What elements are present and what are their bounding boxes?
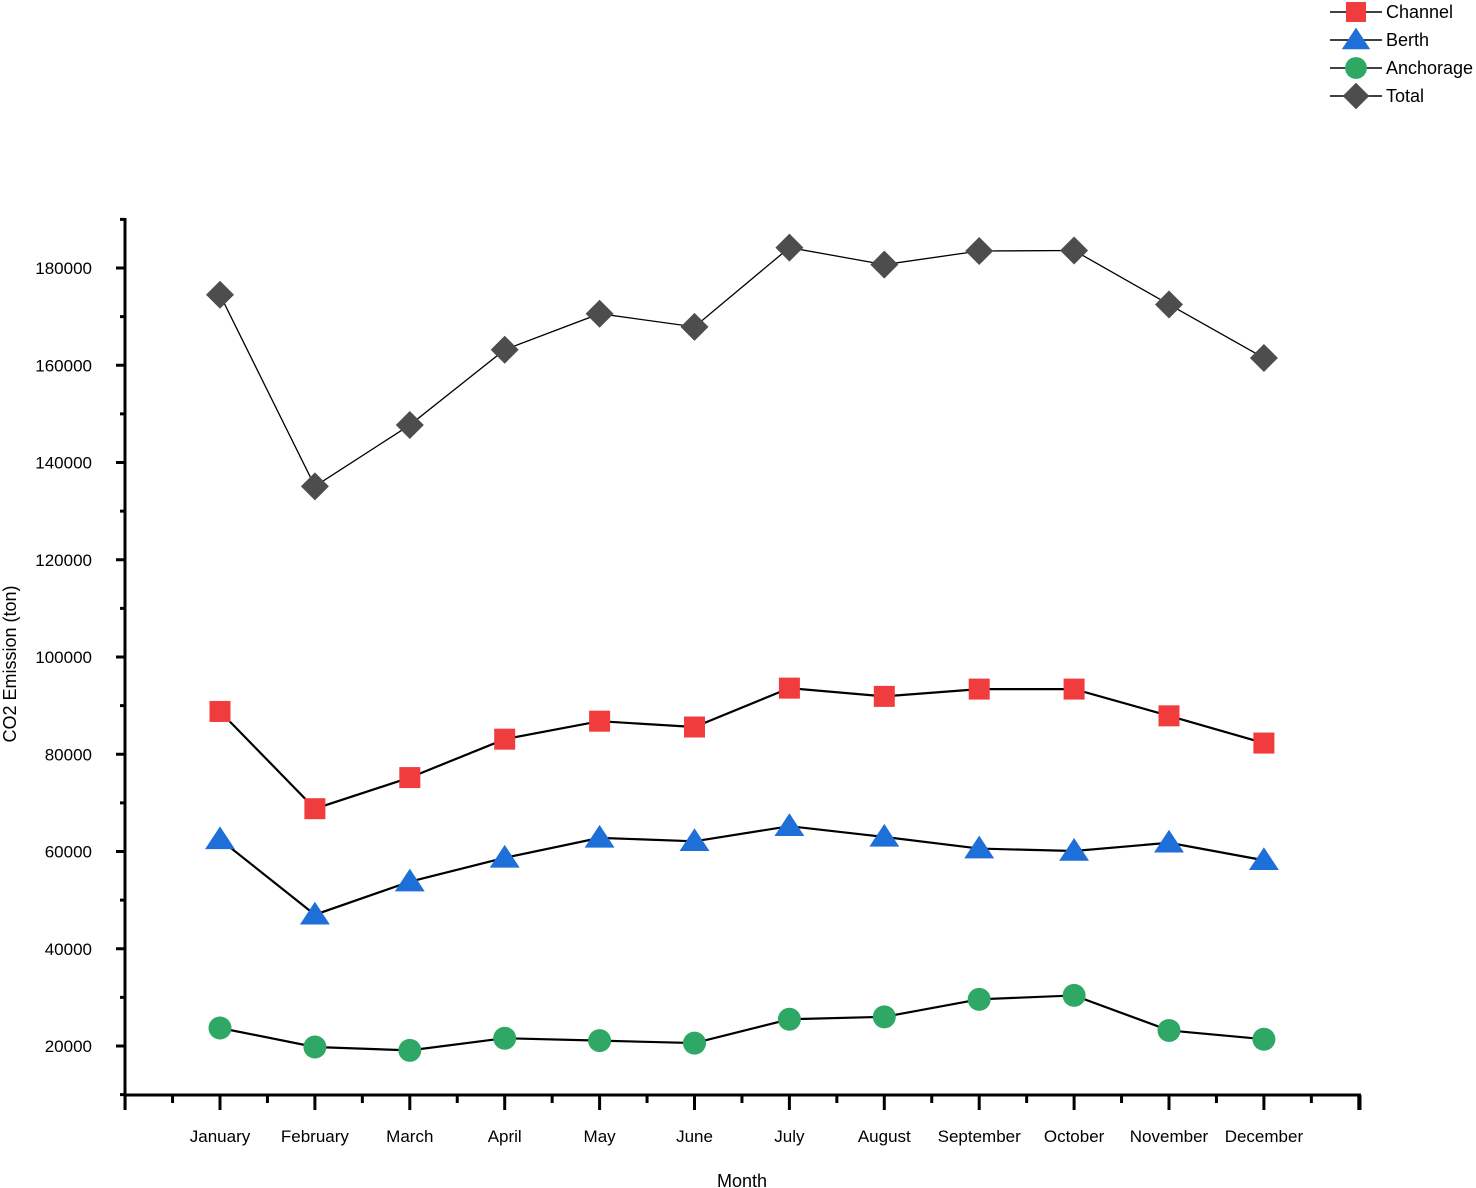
- point-circle: [1157, 1018, 1181, 1042]
- point-triangle: [1341, 27, 1371, 50]
- point-circle: [588, 1029, 612, 1053]
- series-anchorage: [208, 983, 1276, 1062]
- point-diamond: [680, 312, 709, 341]
- point-square: [494, 728, 516, 750]
- legend-item: Total: [1330, 82, 1424, 110]
- x-axis-title: Month: [717, 1171, 767, 1188]
- point-circle: [1252, 1027, 1276, 1051]
- y-tick-label: 20000: [45, 1037, 92, 1056]
- point-diamond: [1060, 236, 1089, 265]
- y-ticks: 20000 40000 60000 80000 100000 120000 140000 16…: [35, 217, 125, 1097]
- point-circle: [493, 1026, 517, 1050]
- legend-item: Anchorage: [1330, 57, 1473, 79]
- legend-item: Channel: [1330, 2, 1453, 22]
- y-tick-label: 140000: [35, 454, 92, 473]
- point-square: [1253, 732, 1275, 754]
- y-tick-label: 80000: [45, 745, 92, 764]
- point-circle: [1345, 57, 1367, 79]
- series-total: [206, 233, 1278, 501]
- point-diamond: [206, 280, 234, 309]
- point-circle: [208, 1016, 232, 1040]
- point-square: [968, 678, 990, 700]
- y-tick-label: 60000: [45, 843, 92, 862]
- legend: Channel Berth Anchorage Total: [1330, 2, 1473, 110]
- point-circle: [1062, 983, 1086, 1007]
- point-square: [304, 798, 326, 820]
- x-tick-label: May: [584, 1127, 617, 1146]
- x-tick-label: April: [488, 1127, 522, 1146]
- point-triangle: [584, 824, 615, 848]
- x-tick-label: August: [858, 1127, 911, 1146]
- x-tick-label: July: [774, 1127, 805, 1146]
- series-layer: [205, 233, 1279, 1062]
- point-diamond: [395, 411, 424, 440]
- point-square: [399, 767, 421, 789]
- x-tick-label: December: [1225, 1127, 1304, 1146]
- point-triangle: [205, 826, 235, 850]
- point-circle: [967, 987, 991, 1011]
- point-triangle: [394, 868, 425, 892]
- point-triangle: [1059, 838, 1090, 861]
- y-tick-label: 40000: [45, 940, 92, 959]
- point-diamond: [1155, 290, 1183, 319]
- point-circle: [398, 1038, 422, 1062]
- point-square: [209, 700, 231, 722]
- legend-item: Berth: [1330, 27, 1429, 50]
- series-line: [219, 246, 1265, 488]
- series-berth: [205, 813, 1279, 925]
- point-circle: [303, 1035, 327, 1059]
- y-tick-label: 100000: [35, 648, 92, 667]
- x-tick-label: September: [938, 1127, 1021, 1146]
- point-triangle: [1248, 847, 1279, 871]
- y-tick-label: 120000: [35, 551, 92, 570]
- x-tick-label: June: [676, 1127, 713, 1146]
- axes: [123, 218, 1361, 1097]
- y-tick-label: 160000: [35, 356, 92, 375]
- x-tick-label: March: [386, 1127, 433, 1146]
- point-square: [778, 677, 800, 699]
- x-tick-label: October: [1044, 1127, 1105, 1146]
- point-square: [873, 685, 895, 707]
- point-diamond: [1249, 343, 1278, 372]
- point-triangle: [964, 835, 995, 859]
- legend-label: Channel: [1386, 2, 1453, 22]
- point-diamond: [870, 250, 899, 279]
- point-diamond: [1342, 82, 1370, 110]
- series-line: [219, 994, 1265, 1052]
- series-line: [219, 825, 1265, 916]
- point-circle: [683, 1031, 706, 1055]
- series-line: [219, 687, 1265, 810]
- x-tick-label: November: [1130, 1127, 1209, 1146]
- point-square: [1063, 678, 1085, 700]
- point-triangle: [774, 813, 805, 836]
- point-diamond: [300, 472, 329, 501]
- x-ticks: January February March April May June July Augu…: [123, 1095, 1362, 1146]
- legend-label: Total: [1386, 86, 1424, 106]
- point-diamond: [585, 299, 614, 328]
- x-tick-label: January: [190, 1127, 251, 1146]
- point-square: [684, 716, 705, 738]
- point-diamond: [490, 335, 519, 364]
- legend-label: Berth: [1386, 30, 1429, 50]
- point-triangle: [869, 823, 900, 847]
- x-tick-label: February: [281, 1127, 350, 1146]
- y-axis-title: CO2 Emission (ton): [0, 585, 20, 742]
- point-circle: [777, 1007, 801, 1031]
- point-square: [1346, 2, 1366, 22]
- legend-label: Anchorage: [1386, 58, 1473, 78]
- point-triangle: [489, 844, 520, 868]
- point-triangle: [679, 828, 710, 852]
- y-tick-label: 180000: [35, 259, 92, 278]
- point-diamond: [965, 236, 994, 265]
- point-circle: [872, 1005, 896, 1029]
- series-channel: [209, 677, 1275, 820]
- point-square: [589, 710, 611, 732]
- point-triangle: [299, 901, 330, 925]
- point-triangle: [1154, 829, 1184, 853]
- point-diamond: [775, 233, 804, 262]
- point-square: [1158, 705, 1180, 727]
